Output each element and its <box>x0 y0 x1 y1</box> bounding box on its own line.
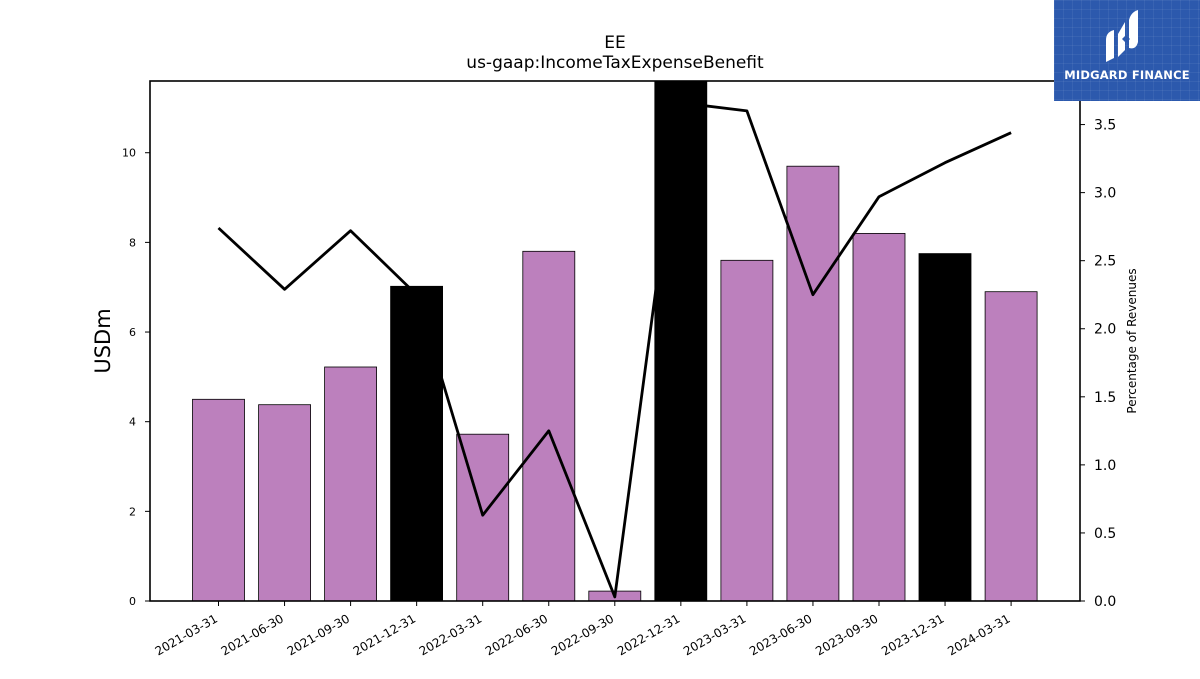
x-tick-label: 2024-03-31 <box>945 611 1012 658</box>
bar-2023-06-30 <box>786 165 840 602</box>
x-tick-label: 2022-09-30 <box>549 611 616 658</box>
bar-2023-09-30 <box>852 232 906 602</box>
line-layer <box>217 101 1012 599</box>
y2-tick-label: 3.5 <box>1094 118 1116 134</box>
y2-tick-label: 3.0 <box>1094 186 1116 202</box>
y2-tick-label: 2.0 <box>1094 322 1116 338</box>
midgard-logo-icon <box>1106 10 1138 62</box>
x-tick-label: 2021-03-31 <box>153 611 220 658</box>
brand-logo: MIDGARD FINANCE <box>1054 0 1200 101</box>
y-ticks-layer: 0 2 4 6 8 10 <box>122 147 150 608</box>
x-tick-label: 2022-03-31 <box>417 611 484 658</box>
y-tick-label: 2 <box>129 505 136 518</box>
y2-tick-label: 2.5 <box>1094 254 1116 270</box>
chart-subtitle: us-gaap:IncomeTaxExpenseBenefit <box>466 53 764 73</box>
bar-2021-06-30 <box>258 404 312 602</box>
x-tick-label: 2022-12-31 <box>615 611 682 658</box>
y2-tick-label: 1.5 <box>1094 390 1116 406</box>
y2-tick-label: 1.0 <box>1094 458 1116 474</box>
bar-2022-12-31 <box>654 80 708 602</box>
brand-logo-text: MIDGARD FINANCE <box>1064 68 1190 82</box>
bar-2021-09-30 <box>324 366 378 602</box>
x-tick-label: 2023-09-30 <box>813 611 880 658</box>
bar-2022-06-30 <box>522 250 576 602</box>
percentage-line <box>217 101 1012 599</box>
x-ticks-layer: 2021-03-312021-06-302021-09-302021-12-31… <box>153 601 1013 658</box>
bar-2023-12-31 <box>918 253 972 602</box>
y-tick-label: 6 <box>129 326 136 339</box>
y-tick-label: 0 <box>129 595 136 608</box>
bar-2021-03-31 <box>192 398 245 602</box>
x-tick-label: 2023-12-31 <box>879 611 946 658</box>
x-tick-label: 2021-12-31 <box>351 611 418 658</box>
bar-2024-03-31 <box>984 291 1038 602</box>
y-tick-label: 10 <box>122 147 136 160</box>
bar-2023-03-31 <box>720 259 774 602</box>
bar-2021-12-31 <box>390 285 444 602</box>
y2-ticks-layer: 0.0 0.5 1.0 1.5 2.0 2.5 3.0 3.5 <box>1080 118 1116 610</box>
y2-tick-label: 0.5 <box>1094 526 1116 542</box>
x-tick-label: 2022-06-30 <box>483 611 550 658</box>
y-tick-label: 8 <box>129 236 136 249</box>
y2-axis-label: Percentage of Revenues <box>1125 268 1139 413</box>
x-tick-label: 2021-06-30 <box>219 611 286 658</box>
y-tick-label: 4 <box>129 416 136 429</box>
y-axis-label: USDm <box>91 308 115 373</box>
y2-tick-label: 0.0 <box>1094 594 1116 610</box>
x-tick-label: 2023-06-30 <box>747 611 814 658</box>
x-tick-label: 2023-03-31 <box>681 611 748 658</box>
bars-layer <box>192 80 1038 602</box>
chart-title: EE <box>604 33 625 53</box>
x-tick-label: 2021-09-30 <box>285 611 352 658</box>
